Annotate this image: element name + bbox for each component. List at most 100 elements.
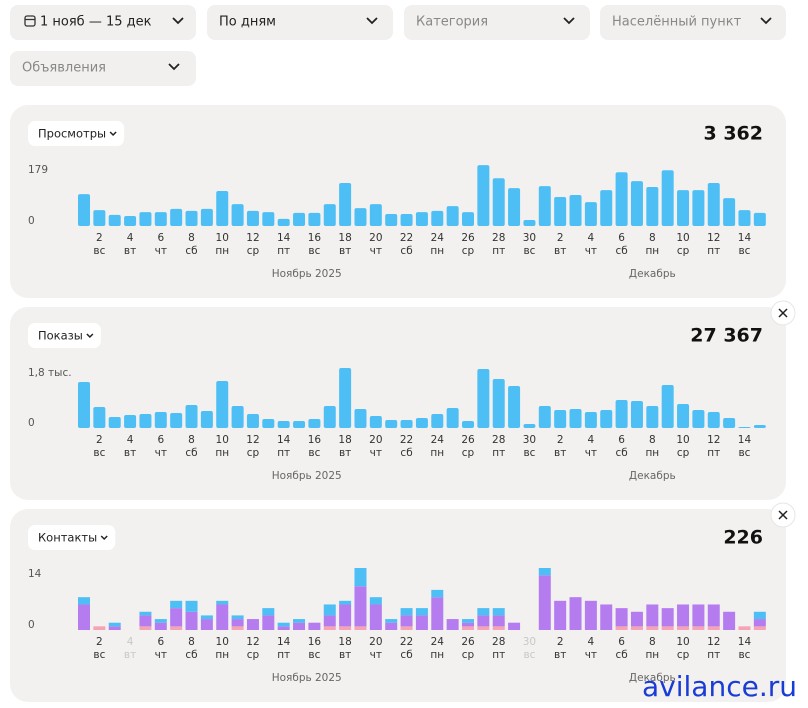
bar	[78, 381, 90, 428]
x-weekday-label: вс	[93, 245, 105, 257]
filter[interactable]: Категория	[404, 5, 590, 40]
metric-select-bg	[28, 525, 116, 550]
bar	[462, 420, 474, 428]
bar	[339, 183, 352, 226]
filter-label: Категория	[416, 15, 488, 30]
bar	[293, 212, 306, 226]
x-weekday-label: пт	[707, 245, 720, 257]
x-tick-label: 12	[246, 434, 259, 446]
x-tick-label: 14	[738, 434, 752, 446]
bar-segment	[323, 604, 336, 616]
y-tick-label: 0	[28, 215, 35, 227]
bar	[431, 413, 444, 428]
bar	[446, 407, 459, 428]
bar	[584, 411, 597, 428]
x-weekday-label: пн	[215, 649, 229, 661]
bar-segment	[738, 626, 751, 630]
bar-segment	[246, 619, 259, 630]
metric-select[interactable]: Просмотры	[28, 121, 125, 146]
x-weekday-label: пт	[707, 649, 720, 661]
x-tick-label: 12	[246, 232, 259, 244]
x-tick-label: 26	[461, 434, 475, 446]
x-weekday-label: пн	[645, 447, 659, 459]
x-weekday-label: пт	[492, 649, 505, 661]
x-tick-label: 2	[96, 434, 103, 446]
bar-segment	[231, 626, 244, 630]
bar-segment	[462, 619, 474, 623]
bar	[78, 194, 90, 226]
bar-segment	[385, 622, 398, 630]
filter[interactable]: Населённый пункт	[600, 5, 786, 40]
x-tick-label: 18	[338, 232, 351, 244]
x-tick-label: 4	[127, 232, 134, 244]
metric-select[interactable]: Контакты	[28, 525, 116, 550]
bar-segment	[492, 626, 505, 630]
x-weekday-label: сб	[185, 447, 197, 459]
x-weekday-label: вт	[124, 245, 136, 257]
x-tick-label: 10	[216, 636, 229, 648]
bar-segment	[323, 615, 336, 627]
bar-segment	[477, 615, 490, 627]
bar-segment	[400, 615, 413, 627]
close-button[interactable]	[770, 300, 796, 326]
metric-select[interactable]: Показы	[28, 323, 101, 348]
x-tick-label: 24	[431, 636, 445, 648]
x-tick-label: 18	[338, 636, 351, 648]
metric-label: Показы	[38, 329, 83, 343]
bar-segment	[630, 611, 643, 627]
x-tick-label: 6	[157, 434, 164, 446]
x-weekday-label: вс	[738, 447, 750, 459]
bar-segment	[78, 597, 90, 605]
metric-label: Просмотры	[38, 127, 106, 141]
filter-label: 1 нояб — 15 дек	[40, 15, 152, 30]
x-tick-label: 10	[676, 232, 689, 244]
x-weekday-label: ср	[677, 447, 690, 459]
chevron	[86, 333, 94, 339]
x-tick-label: 14	[738, 636, 752, 648]
bar-segment	[415, 608, 428, 616]
x-weekday-label: вс	[93, 447, 105, 459]
bar	[231, 405, 244, 428]
bar	[262, 212, 275, 226]
bar-segment	[753, 611, 766, 620]
x-weekday-label: ср	[247, 447, 260, 459]
bar-segment	[170, 626, 183, 630]
x-tick-label: 14	[738, 232, 752, 244]
bar	[354, 208, 367, 226]
bar-segment	[569, 597, 582, 630]
x-tick-label: 8	[188, 434, 195, 446]
x-weekday-label: сб	[400, 649, 412, 661]
bar-segment	[369, 597, 382, 605]
x-tick-label: 20	[369, 434, 382, 446]
x-tick-label: 4	[127, 636, 134, 648]
bar	[630, 400, 643, 428]
x-tick-label: 6	[618, 636, 625, 648]
y-tick-label: 179	[28, 164, 48, 176]
bar-segment	[462, 622, 474, 627]
x-tick-label: 2	[557, 232, 564, 244]
bar	[646, 405, 659, 428]
bar	[508, 188, 521, 226]
bar	[246, 413, 259, 428]
x-weekday-label: пт	[707, 447, 720, 459]
bar	[185, 210, 198, 226]
bar	[369, 204, 382, 226]
bar	[554, 196, 567, 226]
bar	[93, 210, 106, 226]
bar-segment	[277, 622, 290, 627]
x-tick-label: 20	[369, 636, 382, 648]
bar	[415, 417, 428, 428]
bar-segment	[339, 604, 352, 627]
x-weekday-label: пт	[277, 245, 290, 257]
close-button[interactable]	[770, 502, 796, 528]
bar	[692, 409, 705, 428]
filter[interactable]: Объявления	[10, 51, 196, 86]
filter[interactable]: 1 нояб — 15 дек	[10, 5, 196, 40]
chevron	[100, 535, 108, 541]
bar	[615, 172, 628, 226]
bar-segment	[630, 626, 643, 630]
filter[interactable]: По дням	[207, 5, 393, 40]
x-tick-label: 14	[277, 636, 291, 648]
bar-segment	[93, 626, 106, 630]
bar-segment	[277, 626, 290, 630]
